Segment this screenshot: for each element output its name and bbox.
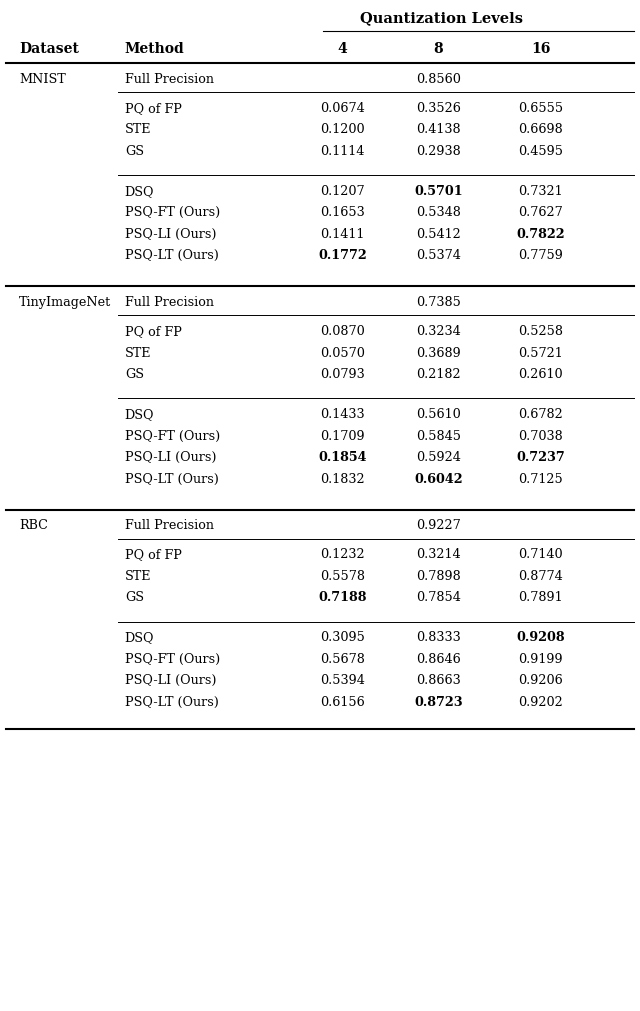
Text: 0.9199: 0.9199 (518, 653, 563, 666)
Text: PSQ-LI (Ours): PSQ-LI (Ours) (125, 227, 216, 241)
Text: 0.2938: 0.2938 (416, 145, 461, 158)
Text: 0.7125: 0.7125 (518, 472, 563, 485)
Text: 0.3214: 0.3214 (416, 548, 461, 561)
Text: DSQ: DSQ (125, 408, 154, 422)
Text: PQ of FP: PQ of FP (125, 548, 182, 561)
Text: 0.5394: 0.5394 (320, 674, 365, 687)
Text: Full Precision: Full Precision (125, 296, 214, 309)
Text: 0.7891: 0.7891 (518, 591, 563, 605)
Text: PSQ-LI (Ours): PSQ-LI (Ours) (125, 451, 216, 464)
Text: STE: STE (125, 570, 151, 582)
Text: STE: STE (125, 123, 151, 136)
Text: PQ of FP: PQ of FP (125, 102, 182, 115)
Text: 0.5924: 0.5924 (416, 451, 461, 464)
Text: 0.8333: 0.8333 (416, 631, 461, 644)
Text: 0.5721: 0.5721 (518, 347, 563, 360)
Text: 0.5701: 0.5701 (414, 185, 463, 198)
Text: 0.6156: 0.6156 (320, 696, 365, 709)
Text: 0.6555: 0.6555 (518, 102, 563, 115)
Text: Full Precision: Full Precision (125, 73, 214, 86)
Text: PSQ-FT (Ours): PSQ-FT (Ours) (125, 206, 220, 219)
Text: 0.1411: 0.1411 (320, 227, 365, 241)
Text: 0.1232: 0.1232 (320, 548, 365, 561)
Text: 0.6042: 0.6042 (414, 472, 463, 485)
Text: STE: STE (125, 347, 151, 360)
Text: PSQ-LI (Ours): PSQ-LI (Ours) (125, 674, 216, 687)
Text: 0.9208: 0.9208 (516, 631, 565, 644)
Text: 0.7188: 0.7188 (318, 591, 367, 605)
Text: 0.0570: 0.0570 (320, 347, 365, 360)
Text: 0.1200: 0.1200 (320, 123, 365, 136)
Text: DSQ: DSQ (125, 631, 154, 644)
Text: 0.3234: 0.3234 (416, 326, 461, 338)
Text: 0.1653: 0.1653 (320, 206, 365, 219)
Text: 0.1709: 0.1709 (320, 430, 365, 443)
Text: 0.4138: 0.4138 (416, 123, 461, 136)
Text: 0.0870: 0.0870 (320, 326, 365, 338)
Text: 0.5578: 0.5578 (320, 570, 365, 582)
Text: 0.1433: 0.1433 (320, 408, 365, 422)
Text: 4: 4 (337, 42, 348, 57)
Text: 0.9206: 0.9206 (518, 674, 563, 687)
Text: 0.6698: 0.6698 (518, 123, 563, 136)
Text: 0.7854: 0.7854 (416, 591, 461, 605)
Text: GS: GS (125, 145, 144, 158)
Text: 0.7898: 0.7898 (416, 570, 461, 582)
Text: Dataset: Dataset (19, 42, 79, 57)
Text: DSQ: DSQ (125, 185, 154, 198)
Text: Quantization Levels: Quantization Levels (360, 11, 523, 25)
Text: 0.7759: 0.7759 (518, 250, 563, 263)
Text: PSQ-LT (Ours): PSQ-LT (Ours) (125, 696, 219, 709)
Text: TinyImageNet: TinyImageNet (19, 296, 111, 309)
Text: PSQ-LT (Ours): PSQ-LT (Ours) (125, 250, 219, 263)
Text: MNIST: MNIST (19, 73, 66, 86)
Text: 16: 16 (531, 42, 550, 57)
Text: 0.0793: 0.0793 (320, 368, 365, 381)
Text: 0.1114: 0.1114 (320, 145, 365, 158)
Text: 0.2182: 0.2182 (416, 368, 461, 381)
Text: 0.7237: 0.7237 (516, 451, 565, 464)
Text: RBC: RBC (19, 520, 48, 532)
Text: 0.7038: 0.7038 (518, 430, 563, 443)
Text: PSQ-LT (Ours): PSQ-LT (Ours) (125, 472, 219, 485)
Text: 0.5610: 0.5610 (416, 408, 461, 422)
Text: 0.9202: 0.9202 (518, 696, 563, 709)
Text: 0.7822: 0.7822 (516, 227, 565, 241)
Text: 0.5412: 0.5412 (416, 227, 461, 241)
Text: GS: GS (125, 368, 144, 381)
Text: PQ of FP: PQ of FP (125, 326, 182, 338)
Text: 0.7140: 0.7140 (518, 548, 563, 561)
Text: Method: Method (125, 42, 184, 57)
Text: 0.7385: 0.7385 (416, 296, 461, 309)
Text: 0.9227: 0.9227 (416, 520, 461, 532)
Text: 0.5348: 0.5348 (416, 206, 461, 219)
Text: 0.0674: 0.0674 (320, 102, 365, 115)
Text: 0.8663: 0.8663 (416, 674, 461, 687)
Text: 0.5845: 0.5845 (416, 430, 461, 443)
Text: 0.8723: 0.8723 (414, 696, 463, 709)
Text: 0.1772: 0.1772 (318, 250, 367, 263)
Text: 0.7627: 0.7627 (518, 206, 563, 219)
Text: 0.3526: 0.3526 (416, 102, 461, 115)
Text: PSQ-FT (Ours): PSQ-FT (Ours) (125, 653, 220, 666)
Text: 0.3095: 0.3095 (320, 631, 365, 644)
Text: 0.1832: 0.1832 (320, 472, 365, 485)
Text: 0.1207: 0.1207 (320, 185, 365, 198)
Text: 0.4595: 0.4595 (518, 145, 563, 158)
Text: 0.6782: 0.6782 (518, 408, 563, 422)
Text: Full Precision: Full Precision (125, 520, 214, 532)
Text: GS: GS (125, 591, 144, 605)
Text: 0.7321: 0.7321 (518, 185, 563, 198)
Text: 0.8774: 0.8774 (518, 570, 563, 582)
Text: 0.2610: 0.2610 (518, 368, 563, 381)
Text: 0.5678: 0.5678 (320, 653, 365, 666)
Text: 0.8646: 0.8646 (416, 653, 461, 666)
Text: 0.1854: 0.1854 (318, 451, 367, 464)
Text: 0.3689: 0.3689 (416, 347, 461, 360)
Text: 0.8560: 0.8560 (416, 73, 461, 86)
Text: 0.5258: 0.5258 (518, 326, 563, 338)
Text: 0.5374: 0.5374 (416, 250, 461, 263)
Text: PSQ-FT (Ours): PSQ-FT (Ours) (125, 430, 220, 443)
Text: 8: 8 (433, 42, 444, 57)
